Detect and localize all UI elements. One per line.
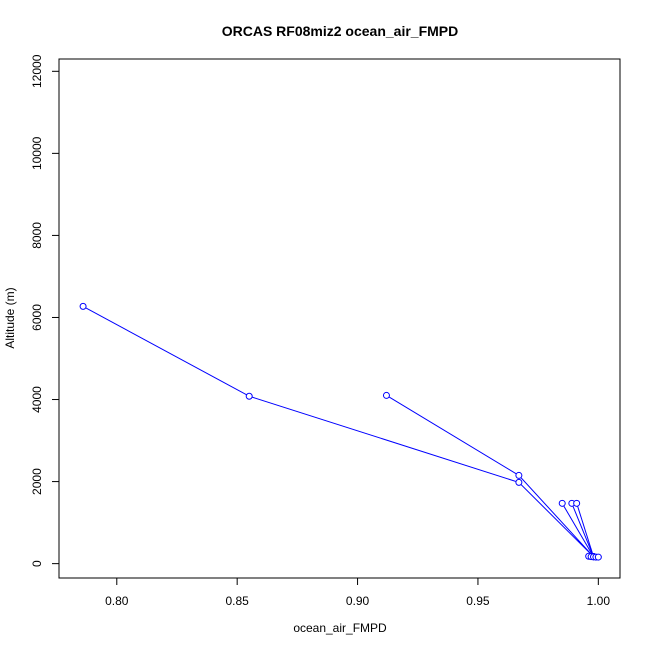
series-line-3 bbox=[571, 503, 594, 557]
data-point bbox=[79, 302, 87, 310]
x-tick-label: 0.80 bbox=[105, 594, 129, 608]
points-layer bbox=[79, 302, 602, 561]
series-line-1 bbox=[82, 305, 594, 558]
series-line-2 bbox=[561, 503, 594, 557]
x-axis: 0.80 0.85 0.90 0.95 1.00 bbox=[105, 578, 610, 608]
series-layer bbox=[82, 305, 599, 558]
y-tick-label: 4000 bbox=[30, 386, 44, 413]
data-point bbox=[515, 471, 523, 479]
y-tick-label: 2000 bbox=[30, 468, 44, 495]
chart-title: ORCAS RF08miz2 ocean_air_FMPD bbox=[222, 23, 459, 39]
y-tick-label: 0 bbox=[30, 560, 44, 567]
data-point bbox=[382, 391, 390, 399]
y-axis-label: Altitude (m) bbox=[3, 287, 17, 348]
data-point bbox=[515, 478, 523, 486]
y-tick-label: 6000 bbox=[30, 304, 44, 331]
plot-frame bbox=[58, 58, 621, 579]
x-tick-label: 1.00 bbox=[587, 594, 611, 608]
x-tick-label: 0.95 bbox=[466, 594, 490, 608]
y-tick-label: 8000 bbox=[30, 222, 44, 249]
y-axis: 0 2000 4000 6000 8000 10000 12000 bbox=[30, 54, 59, 567]
x-tick-label: 0.90 bbox=[346, 594, 370, 608]
y-tick-label: 12000 bbox=[30, 54, 44, 88]
data-point bbox=[573, 499, 581, 507]
data-point bbox=[594, 553, 602, 561]
series-line-4 bbox=[576, 503, 594, 557]
data-point bbox=[245, 392, 253, 400]
x-axis-label: ocean_air_FMPD bbox=[293, 621, 387, 635]
x-tick-label: 0.85 bbox=[225, 594, 249, 608]
data-point bbox=[558, 499, 566, 507]
y-tick-label: 10000 bbox=[30, 136, 44, 170]
